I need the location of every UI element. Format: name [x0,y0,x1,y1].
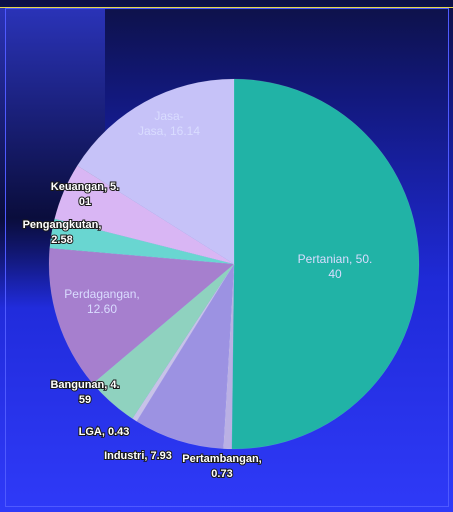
pie-slice-industri [136,263,235,449]
pie-slice-pengangkutan [49,218,235,265]
pie-slice-pertambangan [223,263,235,450]
data-label-pengangkutan: Pengangkutan, 2.58 [23,219,102,246]
top-rule [0,7,453,8]
pie-slice-lga [132,263,235,422]
pie-labels: Pertanian, 50. 40 Pertambangan, 0.73 Industr… [22,109,373,481]
data-label-keuangan: Keuangan, 5. 01 [51,181,119,208]
pie-slice-keuangan [54,165,235,265]
data-label-industri: Industri, 7.93 [104,450,172,462]
pie-slice-perdagangan [48,247,235,384]
pie-slice-pertanian [231,78,420,450]
data-label-pertanian: Pertanian, 50. 40 [298,252,373,281]
pie-slice-bangunan [92,263,235,419]
data-label-jasa-jasa: Jasa-Jasa, 16.14 [138,109,200,138]
data-label-pertambangan: Pertambangan, 0.73 [182,453,261,480]
data-label-lga: LGA, 0.43 [79,426,130,438]
pie-slices [48,78,420,450]
pie-slice-jasa-jasa [76,78,235,265]
slide-frame [5,8,449,507]
data-label-perdagangan: Perdagangan, 12.60 [64,287,139,316]
data-label-bangunan: Bangunan, 4. 59 [50,379,119,406]
